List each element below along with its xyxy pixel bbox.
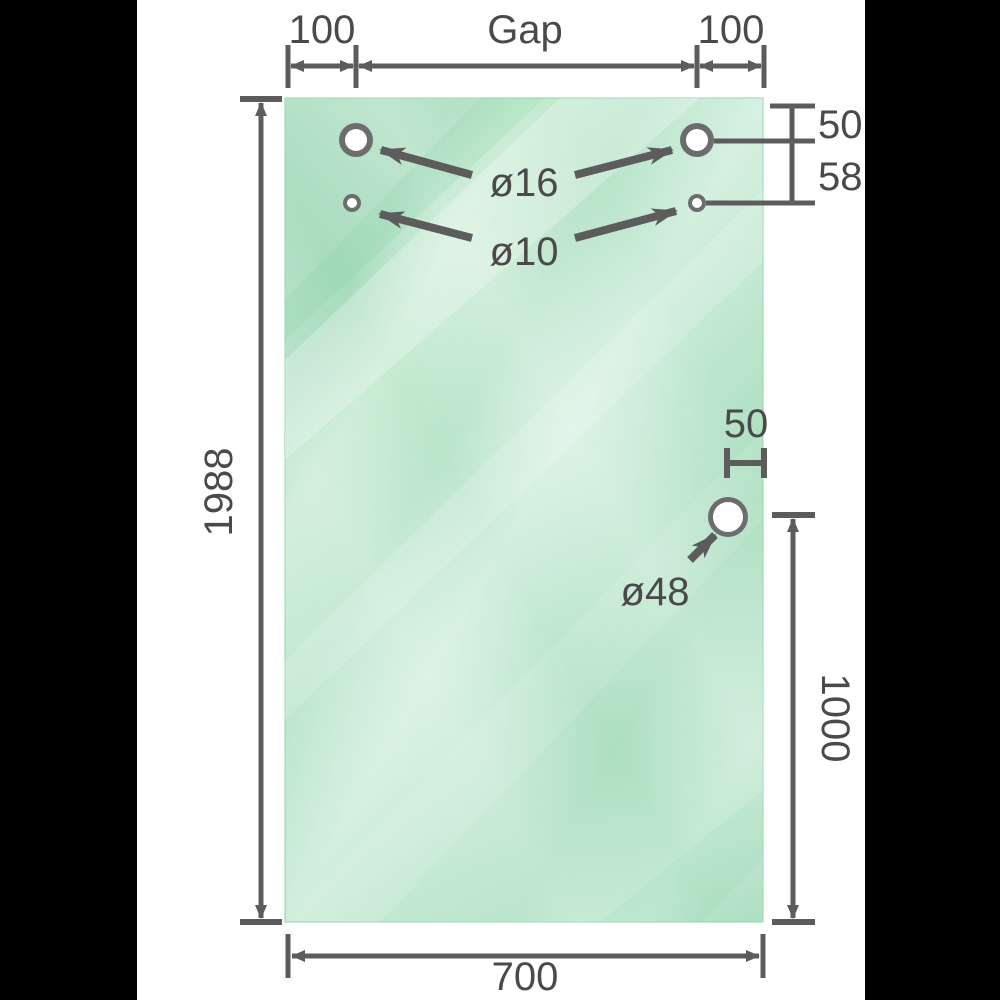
callout-dia10-label: ø10	[490, 230, 559, 274]
mid-right-50-dimension-group: 50	[724, 402, 769, 478]
dim-label-1988: 1988	[197, 448, 241, 537]
right-1000-dimension-group: 1000	[772, 512, 857, 925]
callout-dia10-arrow-right	[573, 207, 678, 242]
callout-dia48-group: ø48	[621, 532, 718, 614]
callout-dia48-label: ø48	[621, 570, 690, 614]
dim-label-1000: 1000	[813, 674, 857, 763]
callout-dia48-arrow	[687, 532, 718, 563]
dim-label-mid-50: 50	[724, 402, 769, 446]
dim-label-top-left-100: 100	[289, 8, 356, 52]
hole-top-left-16[interactable]	[339, 123, 373, 157]
hole-mid-right-48[interactable]	[708, 497, 748, 537]
dim-label-top-right-100: 100	[698, 8, 765, 52]
right-top-dimension-group: 50 58	[706, 103, 863, 206]
dim-label-700: 700	[492, 955, 559, 999]
glass-panel-reflection	[285, 98, 763, 922]
left-1988-dimension-group: 1988	[197, 96, 282, 925]
callout-dia16-arrow-right	[574, 146, 674, 179]
hole-top-right-10[interactable]	[688, 194, 706, 212]
hole-top-right-16[interactable]	[680, 123, 714, 157]
holes-group	[339, 123, 748, 537]
glass-panel-group	[284, 97, 764, 923]
callout-dia16-label: ø16	[490, 161, 559, 205]
callout-dia16-arrow-left	[379, 146, 474, 179]
callout-dia10-arrow-left	[378, 210, 474, 242]
callout-dia10-group: ø10	[378, 207, 678, 274]
hole-top-left-10[interactable]	[343, 194, 361, 212]
bottom-700-dimension-group: 700	[285, 934, 766, 999]
top-dimension-group: 100 Gap 100	[285, 8, 767, 88]
dim-label-top-gap: Gap	[487, 8, 563, 52]
dim-label-right-50: 50	[818, 103, 863, 147]
dim-label-right-58: 58	[818, 155, 863, 199]
callout-dia16-group: ø16	[379, 146, 674, 205]
